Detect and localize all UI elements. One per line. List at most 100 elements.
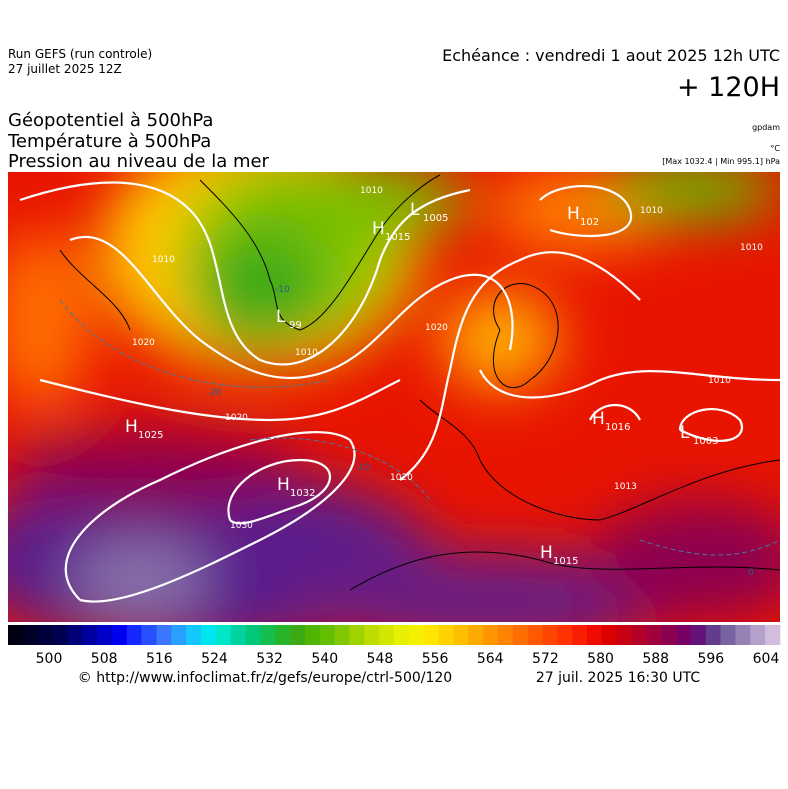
color-swatch xyxy=(587,625,603,645)
pressure-kind: H xyxy=(592,409,605,429)
color-swatch xyxy=(260,625,276,645)
pressure-kind: H xyxy=(372,219,385,239)
parameter: Pression au niveau de la mer xyxy=(8,151,270,172)
color-swatch xyxy=(67,625,83,645)
colorbar-tick-label: 572 xyxy=(532,651,559,667)
color-swatch xyxy=(690,625,707,645)
color-swatch xyxy=(319,625,335,645)
pressure-kind: H xyxy=(540,543,553,563)
color-swatch xyxy=(364,625,380,645)
color-swatch xyxy=(572,625,588,645)
color-swatch xyxy=(735,625,751,645)
parameter: Géopotentiel à 500hPa xyxy=(8,110,213,131)
pressure-kind: L xyxy=(680,423,690,443)
colorbar-tick-label: 604 xyxy=(753,651,780,667)
isobar-label: 1010 xyxy=(640,206,663,216)
color-swatch xyxy=(304,625,321,645)
isobar-label: 1020 xyxy=(225,413,248,423)
color-swatch xyxy=(141,625,157,645)
colorbar-tick-label: 556 xyxy=(422,651,449,667)
colorbar-tick-label: 500 xyxy=(36,651,63,667)
pressure-value: 1003 xyxy=(693,436,718,447)
color-swatch xyxy=(527,625,543,645)
colorbar-tick-label: 540 xyxy=(311,651,338,667)
color-swatch xyxy=(438,625,454,645)
colorbar-tick-label: 596 xyxy=(697,651,724,667)
colorbar-tick-label: 508 xyxy=(91,651,118,667)
isobar-label: 1020 xyxy=(132,338,155,348)
color-swatch xyxy=(275,625,291,645)
pressure-kind: L xyxy=(410,200,420,220)
run-date: 27 juillet 2025 12Z xyxy=(8,62,122,76)
colorbar-tick-label: 580 xyxy=(587,651,614,667)
color-swatch xyxy=(483,625,499,645)
parameter: Température à 500hPa xyxy=(7,131,211,152)
color-swatch xyxy=(646,625,662,645)
color-swatch xyxy=(245,625,261,645)
color-swatch xyxy=(512,625,528,645)
isobar-label: 1010 xyxy=(708,376,731,386)
isobar-label: 1020 xyxy=(425,323,448,333)
color-swatch xyxy=(82,625,98,645)
isotherm-label: 0 xyxy=(748,568,754,578)
color-swatch xyxy=(631,625,647,645)
unit: [Max 1032.4 | Min 995.1] hPa xyxy=(662,157,780,166)
isobar-label: 1010 xyxy=(360,186,383,196)
colorbar-tick-label: 588 xyxy=(642,651,669,667)
color-swatch xyxy=(705,625,721,645)
colorbar-tick-label: 516 xyxy=(146,651,173,667)
color-swatch xyxy=(126,625,142,645)
color-swatch xyxy=(97,625,113,645)
color-swatch xyxy=(497,625,514,645)
isobar-label: 1013 xyxy=(614,482,637,492)
isotherm-label: -20 xyxy=(207,388,222,398)
color-swatch xyxy=(408,625,424,645)
color-swatch xyxy=(379,625,395,645)
colorbar-tick-label: 564 xyxy=(477,651,504,667)
generated-time: 27 juil. 2025 16:30 UTC xyxy=(536,670,701,686)
color-swatch xyxy=(765,625,781,645)
source: © http://www.infoclimat.fr/z/gefs/europe… xyxy=(78,670,452,686)
isobar-label: 1030 xyxy=(230,521,253,531)
isobar-label: 1010 xyxy=(740,243,763,253)
pressure-kind: L xyxy=(276,307,286,327)
color-swatch xyxy=(37,625,53,645)
run: Run GEFS (run controle) xyxy=(8,47,152,61)
colorbar-tick-label: 524 xyxy=(201,651,228,667)
color-swatch xyxy=(557,625,573,645)
color-swatch xyxy=(171,625,187,645)
color-swatch xyxy=(468,625,484,645)
color-swatch xyxy=(334,625,350,645)
color-swatch xyxy=(394,625,410,645)
pressure-kind: H xyxy=(277,475,290,495)
color-swatch xyxy=(111,625,128,645)
colorbar-tick-label: 532 xyxy=(256,651,283,667)
color-swatch xyxy=(750,625,766,645)
pressure-value: 1015 xyxy=(385,232,410,243)
pressure-value: 1032 xyxy=(290,488,315,499)
isotherm-label: -10 xyxy=(275,285,290,295)
pressure-value: 1005 xyxy=(423,213,448,224)
unit: gpdam xyxy=(752,123,780,132)
color-swatch xyxy=(676,625,692,645)
color-swatch xyxy=(349,625,365,645)
color-swatch xyxy=(453,625,469,645)
unit: °C xyxy=(770,144,780,153)
colorbar-tick-label: 548 xyxy=(367,651,394,667)
pressure-value: 1015 xyxy=(553,556,578,567)
pressure-value: 1025 xyxy=(138,430,163,441)
color-swatch xyxy=(230,625,246,645)
valid-time: Echéance : vendredi 1 aout 2025 12h UTC xyxy=(442,46,780,65)
isobar-label: 1010 xyxy=(295,348,318,358)
isobar-label: 1010 xyxy=(152,255,175,265)
color-swatch xyxy=(201,625,217,645)
pressure-value: 99 xyxy=(289,320,302,331)
color-swatch xyxy=(616,625,632,645)
lead-time: + 120H xyxy=(677,72,780,103)
color-swatch xyxy=(423,625,439,645)
color-swatch xyxy=(156,625,172,645)
pressure-value: 1016 xyxy=(605,422,630,433)
color-swatch xyxy=(22,625,38,645)
color-swatch xyxy=(215,625,231,645)
